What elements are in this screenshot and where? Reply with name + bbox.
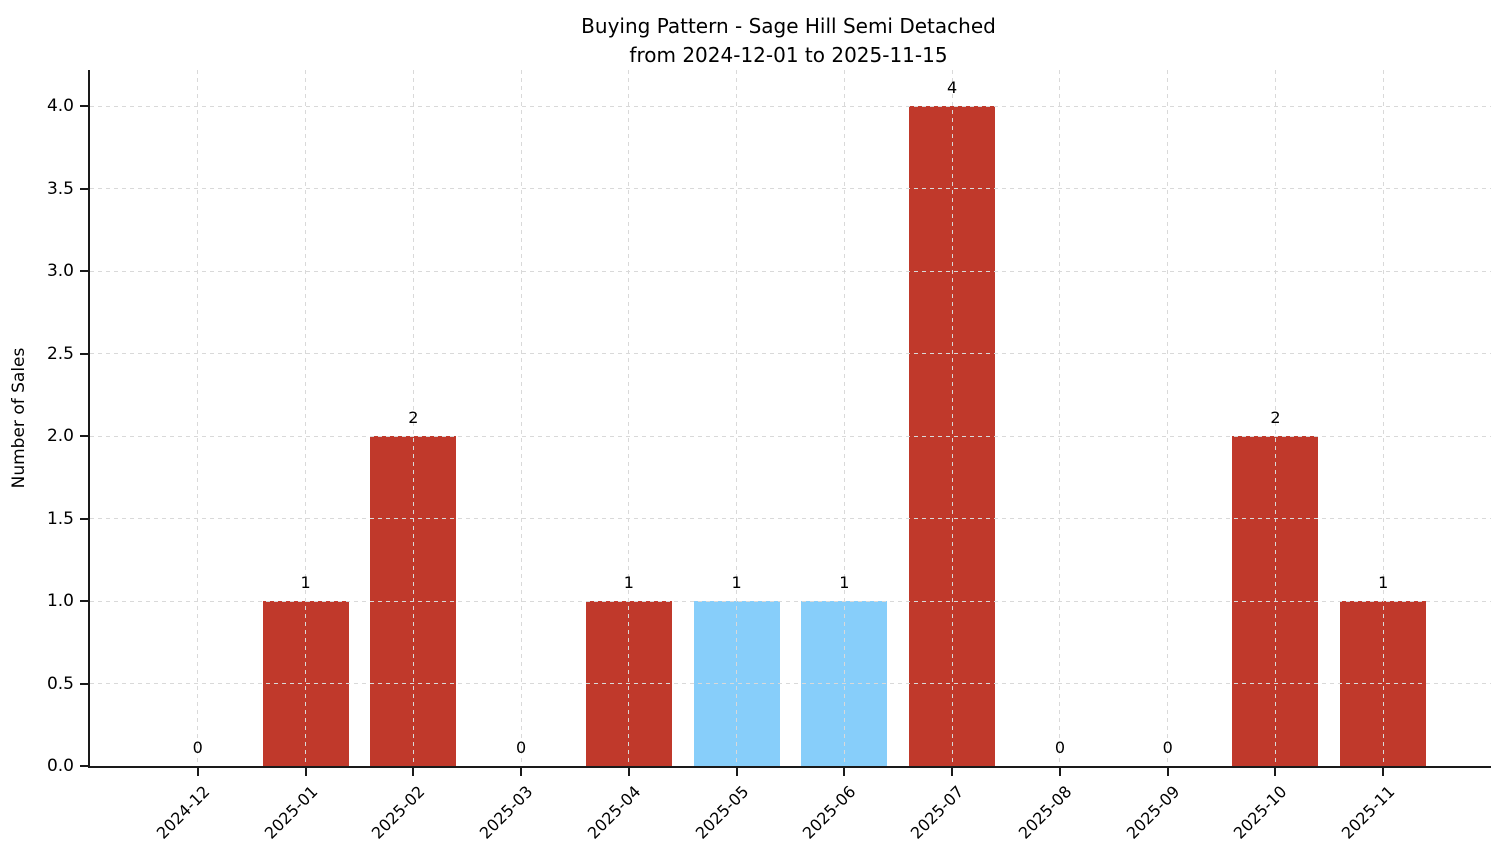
y-tick-label: 3.5: [46, 178, 74, 199]
y-tick-label: 0.5: [46, 673, 74, 694]
bar-value-label: 1: [1378, 573, 1389, 593]
x-tick-label: 2025-05: [691, 782, 753, 843]
bar-value-label: 0: [515, 738, 527, 757]
x-tick: [1382, 768, 1385, 776]
y-tick-label: 1.0: [46, 591, 74, 612]
gridline-v: [520, 70, 522, 766]
x-tick: [1274, 768, 1277, 776]
gridline-h: [90, 435, 1491, 437]
gridline-v: [736, 70, 738, 766]
x-tick-label: 2025-11: [1337, 782, 1399, 843]
x-tick: [304, 768, 307, 776]
x-tick-label: 2025-08: [1014, 782, 1076, 843]
plot-area: 0.0 0.5 1.0 1.5 2.0 2.5 3.0 3.5 4.0 0 2024-12 1 2025…: [47, 70, 1491, 843]
x-tick-label: 2024-12: [152, 782, 214, 843]
y-tick-label: 2.5: [46, 343, 74, 364]
x-tick: [843, 768, 846, 776]
y-tick-label: 4.0: [46, 96, 74, 117]
bar-value-label: 2: [408, 408, 419, 428]
bar-value-label: 1: [839, 573, 850, 593]
gridline-v: [1274, 70, 1276, 766]
y-tick-label: 0.0: [46, 756, 74, 776]
bar-value-label: 1: [731, 573, 742, 593]
x-tick: [520, 768, 523, 776]
gridline-v: [412, 70, 414, 766]
y-tick: [80, 517, 88, 520]
bar-value-label: 1: [623, 573, 634, 593]
gridline-h: [90, 683, 1491, 685]
y-tick-label: 2.0: [46, 426, 74, 447]
x-tick: [627, 768, 630, 776]
gridline-v: [843, 70, 845, 766]
gridline-h: [90, 188, 1491, 190]
gridline-h: [90, 353, 1491, 355]
gridline-v: [951, 70, 953, 766]
y-tick: [80, 600, 88, 603]
gridline-v: [1059, 70, 1061, 766]
x-tick-label: 2025-10: [1230, 782, 1291, 843]
gridline-v: [1382, 70, 1384, 766]
y-tick: [80, 765, 88, 767]
y-tick: [80, 435, 88, 438]
y-tick: [80, 187, 88, 190]
x-tick: [1166, 768, 1169, 776]
x-tick-label: 2025-09: [1122, 782, 1184, 843]
y-tick: [80, 352, 88, 355]
y-tick-label: 1.5: [46, 508, 74, 529]
gridline-v: [628, 70, 630, 766]
chart-subtitle: from 2024-12-01 to 2025-11-15: [629, 43, 948, 67]
y-tick: [80, 105, 88, 108]
x-tick-label: 2025-04: [583, 782, 645, 843]
gridline-v: [1167, 70, 1169, 766]
gridline-h: [90, 518, 1491, 520]
bar-value-label: 0: [1162, 738, 1173, 757]
bar-value-label: 4: [947, 78, 958, 98]
gridline-h: [90, 600, 1491, 602]
chart-title: Buying Pattern - Sage Hill Semi Detached: [581, 14, 996, 38]
gridline-v: [305, 70, 307, 766]
x-tick: [735, 768, 738, 776]
x-tick: [196, 768, 199, 776]
bar-value-label: 1: [300, 573, 311, 593]
y-tick: [80, 682, 88, 685]
x-tick-label: 2025-02: [368, 782, 429, 843]
chart-title-block: Buying Pattern - Sage Hill Semi Detached…: [88, 12, 1489, 70]
x-tick-label: 2025-06: [799, 782, 860, 843]
bar-value-label: 2: [1270, 408, 1281, 428]
x-tick: [412, 768, 415, 776]
gridline-h: [90, 270, 1491, 272]
bar-value-label: 0: [1054, 738, 1066, 757]
x-tick-label: 2025-03: [475, 782, 537, 843]
bar-value-label: 0: [192, 738, 203, 757]
y-tick-label: 3.0: [46, 261, 74, 282]
gridline-v: [197, 70, 199, 766]
x-tick-label: 2025-01: [260, 782, 321, 843]
x-tick: [951, 768, 954, 776]
x-tick: [1058, 768, 1061, 776]
x-tick-label: 2025-07: [906, 782, 968, 843]
gridline-h: [90, 105, 1491, 107]
y-tick: [80, 270, 88, 273]
